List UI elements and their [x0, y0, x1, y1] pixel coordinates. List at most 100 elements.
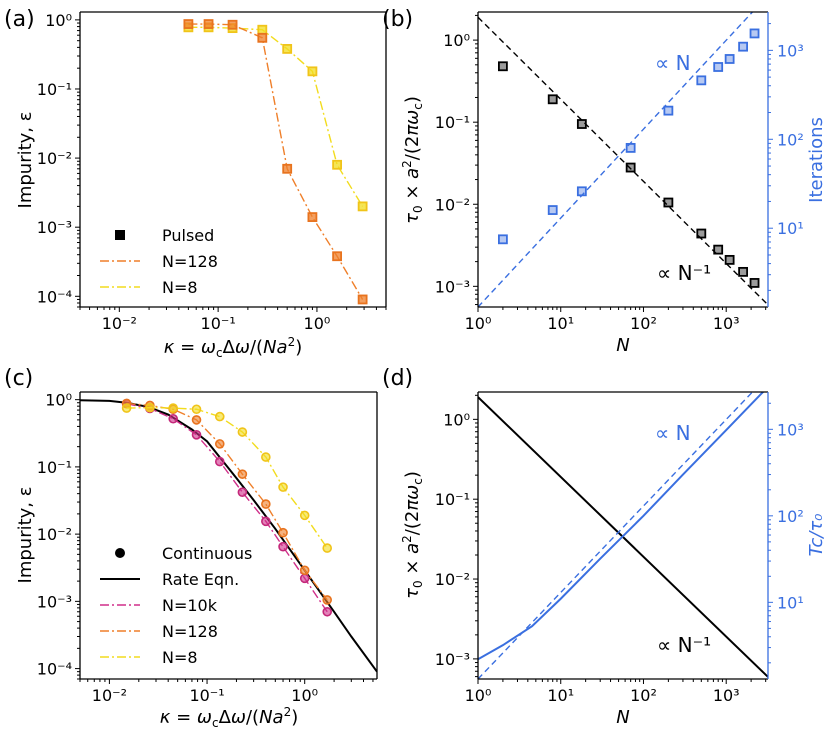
panel-a-series-n-128-point: [227, 19, 238, 30]
panel-c-series-n-8-point: [214, 411, 225, 422]
panel-d-x-tick-label: 10³: [713, 686, 740, 705]
panel-a-y-tick-label: 10⁰: [45, 11, 72, 30]
panel-b-series-iterations-point: [663, 105, 674, 116]
panel-b-x-tick-label: 10⁰: [465, 314, 492, 333]
panel-c-legend-rate-eqn--label: Rate Eqn.: [162, 570, 239, 589]
panel-a-y-tick-label: 10⁻⁴: [37, 287, 72, 306]
panel-a-legend-pulsed-swatch: [115, 230, 125, 240]
panel-c-series-n-10k-point: [299, 573, 310, 584]
panel-d-right-y-tick-label: 10²: [777, 507, 804, 526]
panel-c-x-tick-label: 10⁻²: [92, 686, 127, 705]
panel-b-xlabel: N: [616, 335, 629, 356]
panel-c-series-n-10k-point: [322, 606, 333, 617]
panel-b-series-tau0-point: [498, 61, 508, 72]
panel-a-y-tick-label: 10⁻¹: [37, 80, 72, 99]
panel-b-y-tick-label: 10⁰: [443, 31, 470, 50]
panel-b: (b) 10⁰ 10¹ 10² 10³ 10⁻³ 10⁻² 10⁻¹ 10⁰ 10¹ 10² 10³…: [382, 7, 827, 356]
panel-b-x-tick-label: 10¹: [547, 314, 574, 333]
panel-label-a: (a): [4, 7, 35, 32]
panel-d-series-fit-n-line: [478, 392, 754, 679]
panel-a-ylabel: Impurity, ε: [15, 112, 36, 209]
panel-c-legend-continuous-label: Continuous: [162, 544, 252, 563]
panel-d-y-tick-label: 10⁻¹: [435, 490, 470, 509]
panel-c-series-n-128-point: [261, 499, 271, 509]
panel-c-series-n-10k-line: [126, 403, 328, 613]
panel-c-legend-continuous-swatch: [115, 548, 125, 558]
panel-b-axes: 10⁰ 10¹ 10² 10³ 10⁻³ 10⁻² 10⁻¹ 10⁰ 10¹ 10² 10³: [435, 11, 804, 333]
panel-a-x-tick-label: 10⁰: [304, 314, 331, 333]
panel-c-y-tick-label: 10⁻³: [37, 592, 72, 611]
panel-b-series-iterations-point: [498, 234, 508, 245]
panel-c: (c) 10⁻² 10⁻¹ 10⁰ 10⁻⁴ 10⁻³ 10⁻² 10⁻¹ 10⁰ Impur…: [4, 366, 378, 730]
panel-a-series-n-8-point: [357, 201, 368, 212]
panel-c-series-n-10k-point: [214, 456, 225, 467]
panel-c-series-n-8-point: [121, 403, 132, 413]
panel-d-annotation-propto-inverse-n: ∝ N⁻¹: [657, 633, 711, 657]
panel-d-x-tick-label: 10²: [630, 686, 657, 705]
panel-c-y-tick-label: 10⁻¹: [37, 458, 72, 477]
panel-c-y-tick-label: 10⁻⁴: [37, 660, 72, 679]
panel-b-series-tau0-point: [696, 228, 707, 239]
panel-c-series-n-8-point: [237, 427, 248, 437]
panel-a-series-n-128-point: [257, 32, 268, 43]
panel-c-series-n-10k-point: [191, 430, 202, 440]
panel-d-axes: 10⁰ 10¹ 10² 10³ 10⁻³ 10⁻² 10⁻¹ 10⁰ 10¹ 10² 10³: [435, 391, 804, 705]
panel-c-legend-n-8-label: N=8: [162, 648, 198, 667]
panel-d-x-tick-label: 10⁰: [465, 686, 492, 705]
panel-a-x-tick-label: 10⁻¹: [201, 314, 236, 333]
panel-c-legend: Continuous Rate Eqn. N=10k N=128 N=8: [100, 544, 252, 667]
panel-b-series-iterations-point: [738, 41, 748, 52]
panel-b-series-fit-1-n-line: [478, 16, 768, 306]
panel-a-series-n-128-point: [282, 163, 293, 174]
panel-c-series-n-8-line: [126, 406, 328, 549]
panel-b-series-tau0-point: [749, 278, 760, 288]
panel-b-series-iterations-point: [724, 54, 735, 64]
panel-d-right-y-tick-label: 10³: [777, 420, 804, 439]
panel-a: (a) 10⁻² 10⁻¹ 10⁰ 10⁻⁴ 10⁻³ 10⁻² 10⁻¹ 10⁰ Impur…: [4, 7, 387, 360]
panel-d-x-tick-label: 10¹: [547, 686, 574, 705]
panel-a-legend-n-8-label: N=8: [162, 278, 198, 297]
panel-a-y-tick-label: 10⁻³: [37, 218, 72, 237]
panel-a-series-n-8-point: [282, 44, 293, 54]
panel-b-series-tau0-point: [738, 266, 748, 277]
panel-b-y-tick-label: 10⁻¹: [435, 113, 470, 132]
panel-c-series-n-8-point: [191, 404, 202, 415]
panel-c-legend-n-128-label: N=128: [162, 622, 218, 641]
panel-c-series-n-10k-point: [261, 516, 271, 527]
panel-b-ylabel: τ0 × a2/(2πωc): [400, 96, 425, 224]
panel-a-series-n-128-point: [203, 19, 214, 29]
panel-b-series-iterations-point: [696, 75, 707, 86]
panel-a-xlabel: κ = ωcΔω/(Na2): [164, 335, 303, 360]
panel-c-xlabel: κ = ωcΔω/(Na2): [160, 705, 299, 730]
panel-b-series-iterations-point: [576, 186, 587, 197]
panel-b-series-iterations-point: [749, 28, 760, 39]
panel-a-plot: [183, 19, 368, 305]
panel-b-x-tick-label: 10³: [713, 314, 740, 333]
panel-d-series-tc-tau0-line: [478, 392, 765, 661]
panel-c-series-n-128-point: [237, 469, 248, 479]
panel-a-legend: Pulsed N=128 N=8: [100, 226, 218, 297]
panel-b-series-iterations-point: [547, 205, 558, 215]
panel-c-series-n-128-point: [299, 565, 310, 576]
panel-b-y-tick-label: 10⁻²: [435, 195, 470, 214]
panel-c-series-n-128-point: [191, 415, 202, 425]
panel-d-y-tick-label: 10⁻²: [435, 570, 470, 589]
panel-label-c: (c): [4, 366, 33, 391]
panel-a-series-n-8-line: [188, 26, 364, 207]
panel-c-x-tick-label: 10⁻¹: [189, 686, 224, 705]
panel-c-series-n-10k-point: [237, 487, 248, 498]
panel-b-annotation-propto-inverse-n: ∝ N⁻¹: [657, 261, 711, 285]
panel-a-series-n-128-point: [357, 294, 368, 305]
panel-a-series-n-128-point: [183, 19, 194, 29]
panel-c-axes: 10⁻² 10⁻¹ 10⁰ 10⁻⁴ 10⁻³ 10⁻² 10⁻¹ 10⁰: [37, 391, 378, 705]
panel-b-ylabel-right: Iterations: [806, 117, 827, 203]
panel-a-legend-n-128-label: N=128: [162, 252, 218, 271]
panel-d-plot: [478, 392, 768, 679]
panel-c-y-tick-label: 10⁰: [45, 391, 72, 410]
panel-c-series-n-8-point: [168, 403, 178, 413]
panel-c-legend-n-10k-label: N=10k: [162, 596, 218, 615]
panel-b-right-y-tick-label: 10³: [777, 41, 804, 60]
panel-a-series-n-8-point: [257, 24, 268, 35]
panel-c-series-n-128-point: [322, 595, 333, 605]
panel-b-plot: [478, 12, 768, 307]
